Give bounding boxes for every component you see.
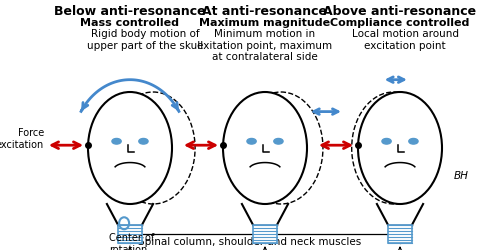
Text: Spinal column, shoulder and neck muscles: Spinal column, shoulder and neck muscles [138, 237, 362, 247]
Text: Rigid body motion of
upper part of the skull: Rigid body motion of upper part of the s… [87, 29, 203, 50]
Text: Mass controlled: Mass controlled [80, 18, 180, 28]
Ellipse shape [88, 92, 172, 204]
Bar [388, 225, 412, 243]
Ellipse shape [382, 138, 391, 144]
Text: Maximum magnitude: Maximum magnitude [200, 18, 330, 28]
Ellipse shape [358, 92, 442, 204]
Ellipse shape [223, 92, 307, 204]
Text: Below anti-resonance: Below anti-resonance [54, 5, 206, 18]
Ellipse shape [409, 138, 418, 144]
Text: At anti-resonance: At anti-resonance [202, 5, 328, 18]
Ellipse shape [112, 138, 121, 144]
Text: Center of
rotation: Center of rotation [109, 233, 154, 250]
Text: Minimum motion in
exitation point, maximum
at contralateral side: Minimum motion in exitation point, maxim… [198, 29, 332, 62]
Text: BH: BH [454, 171, 469, 181]
Bar [253, 225, 277, 243]
Bar [118, 225, 142, 243]
Text: Above anti-resonance: Above anti-resonance [324, 5, 476, 18]
Ellipse shape [139, 138, 148, 144]
Text: Force
excitation: Force excitation [0, 128, 44, 150]
Ellipse shape [274, 138, 283, 144]
Ellipse shape [247, 138, 256, 144]
Text: Local motion around
excitation point: Local motion around excitation point [352, 29, 459, 50]
Text: Compliance controlled: Compliance controlled [330, 18, 469, 28]
